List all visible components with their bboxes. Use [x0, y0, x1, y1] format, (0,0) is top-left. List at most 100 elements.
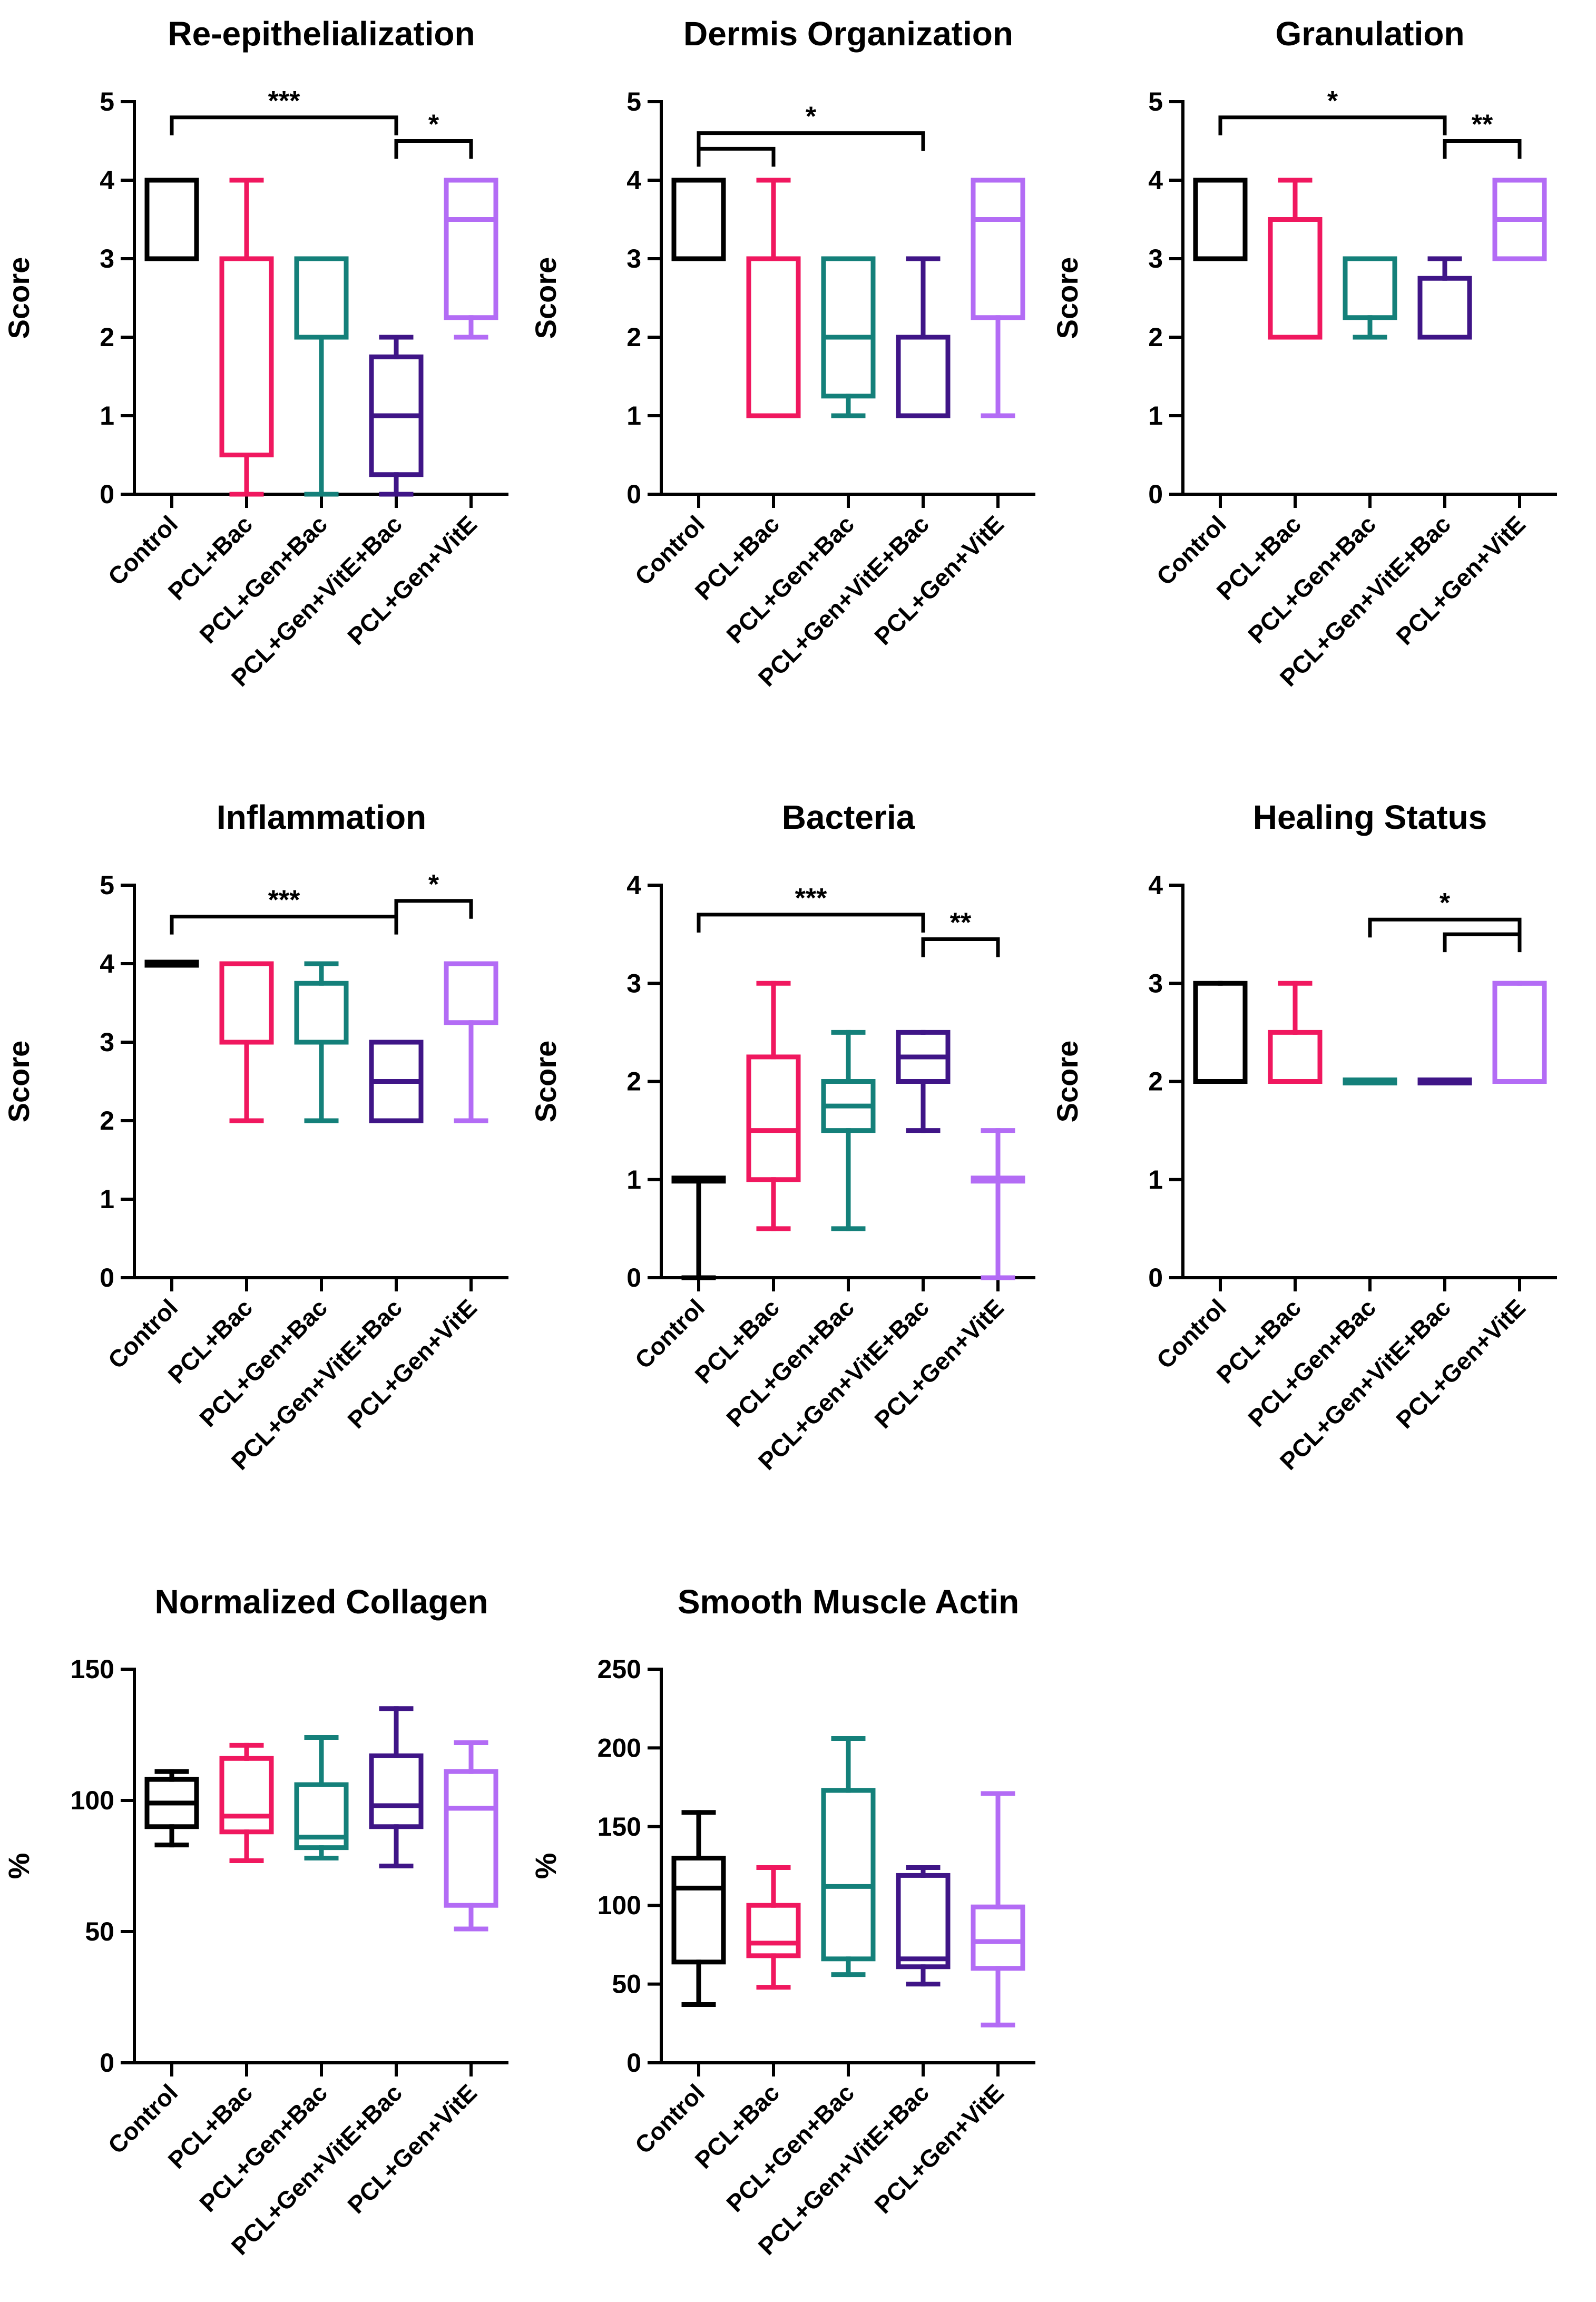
y-tick-label: 3	[1148, 968, 1163, 998]
box-PCL+Gen+VitE+Bac	[369, 1040, 424, 1123]
iqr-box	[671, 178, 726, 261]
box-PCL+Gen+Bac	[294, 1735, 349, 1861]
box-PCL+Bac	[746, 981, 801, 1231]
box-PCL+Gen+VitE	[1492, 981, 1547, 1084]
y-tick-label: 3	[626, 244, 641, 273]
panel-title: Granulation	[1275, 15, 1464, 53]
y-tick-label: 100	[71, 1786, 114, 1815]
box-PCL+Gen+VitE+Bac	[369, 335, 424, 497]
y-axis-label: Score	[1051, 1041, 1084, 1123]
y-tick-label: 4	[1148, 870, 1163, 900]
x-category-label: PCL+Gen+Bac	[194, 1294, 332, 1432]
y-tick-label: 0	[626, 1263, 641, 1292]
y-tick-label: 250	[598, 1654, 641, 1684]
box-PCL+Bac	[219, 178, 274, 497]
significance-label: ***	[268, 885, 300, 916]
y-axis-label: %	[529, 1853, 562, 1879]
box-Control	[671, 1810, 726, 2007]
iqr-box	[294, 981, 349, 1045]
box-PCL+Gen+VitE	[1492, 178, 1547, 261]
boxplot-panel: GranulationScore012345ControlPCL+BacPCL+…	[1051, 15, 1557, 692]
significance-bracket: *	[1368, 888, 1522, 938]
y-tick-label: 0	[1148, 1263, 1163, 1292]
significance-bracket: **	[1443, 110, 1522, 159]
iqr-box	[444, 1769, 498, 1908]
box-PCL+Gen+VitE+Bac	[896, 256, 951, 418]
iqr-box	[746, 1054, 801, 1182]
y-axis-label: %	[2, 1853, 35, 1879]
y-tick-label: 4	[100, 949, 114, 978]
box-PCL+Gen+Bac	[294, 961, 349, 1123]
x-category-label: PCL+Gen+VitE	[869, 510, 1009, 650]
x-category-label: PCL+Gen+Bac	[194, 510, 332, 649]
box-Control	[1193, 981, 1248, 1084]
iqr-box	[219, 961, 274, 1045]
boxplot-panel: BacteriaScore01234ControlPCL+BacPCL+Gen+…	[529, 798, 1035, 1475]
y-tick-label: 0	[100, 2048, 114, 2078]
y-tick-label: 1	[626, 401, 641, 430]
significance-bracket: *	[394, 869, 473, 919]
box-PCL+Gen+VitE+Bac	[896, 1030, 951, 1133]
iqr-box	[294, 256, 349, 340]
box-PCL+Bac	[746, 178, 801, 418]
y-tick-label: 1	[626, 1165, 641, 1194]
y-tick-label: 1	[100, 401, 114, 430]
x-category-label: PCL+Gen+VitE	[1391, 510, 1531, 650]
iqr-box	[821, 256, 876, 399]
box-Control	[144, 178, 199, 261]
iqr-box	[1268, 1030, 1323, 1084]
iqr-box	[1417, 276, 1472, 340]
boxplot-panel: Re-epithelializationScore012345ControlPC…	[2, 15, 508, 692]
y-tick-label: 4	[626, 870, 641, 900]
significance-label: *	[806, 102, 817, 132]
y-tick-label: 2	[100, 322, 114, 352]
significance-label: ***	[268, 86, 300, 116]
box-PCL+Gen+Bac	[1343, 256, 1397, 340]
box-PCL+Bac	[219, 1742, 274, 1864]
significance-bracket: **	[921, 907, 1000, 957]
x-category-label: PCL+Gen+Bac	[721, 2079, 859, 2217]
y-tick-label: 4	[1148, 165, 1163, 195]
significance-bracket: ***	[170, 885, 398, 935]
y-tick-label: 0	[626, 479, 641, 509]
x-category-label: PCL+Gen+VitE	[1391, 1294, 1531, 1434]
box-PCL+Bac	[746, 1865, 801, 1990]
y-axis-label: Score	[529, 257, 562, 339]
x-category-label: PCL+Gen+Bac	[1242, 1294, 1381, 1432]
y-tick-label: 0	[626, 2048, 641, 2078]
y-tick-label: 0	[100, 479, 114, 509]
iqr-box	[821, 1788, 876, 1962]
box-Control	[144, 959, 199, 968]
x-category-label: PCL+Gen+VitE	[869, 2079, 1009, 2219]
box-PCL+Gen+VitE	[444, 961, 498, 1123]
x-category-label: PCL+Gen+VitE	[342, 1294, 482, 1434]
iqr-box	[219, 1756, 274, 1835]
y-tick-label: 0	[100, 1263, 114, 1292]
panel-title: Inflammation	[217, 798, 426, 836]
y-axis-label: Score	[529, 1041, 562, 1123]
box-PCL+Gen+Bac	[1343, 1077, 1397, 1085]
y-tick-label: 4	[626, 165, 641, 195]
y-axis-label: Score	[1051, 257, 1084, 339]
iqr-box	[1268, 217, 1323, 340]
x-category-label: PCL+Gen+Bac	[1242, 510, 1381, 649]
box-Control	[1193, 178, 1248, 261]
box-PCL+Gen+Bac	[821, 1736, 876, 1977]
y-tick-label: 2	[100, 1106, 114, 1135]
significance-bracket: *	[394, 110, 473, 159]
y-tick-label: 100	[598, 1890, 641, 1920]
iqr-box	[1343, 256, 1397, 320]
box-PCL+Gen+VitE	[444, 1740, 498, 1932]
iqr-box	[746, 256, 801, 418]
x-category-label: PCL+Gen+Bac	[721, 1294, 859, 1432]
iqr-box	[369, 1753, 424, 1829]
iqr-box	[1193, 981, 1248, 1084]
y-tick-label: 1	[100, 1184, 114, 1214]
y-tick-label: 5	[626, 87, 641, 116]
iqr-box	[971, 1904, 1025, 1971]
iqr-box	[1492, 981, 1547, 1084]
x-category-label: PCL+Gen+VitE	[869, 1294, 1009, 1434]
y-axis-label: Score	[2, 1041, 35, 1123]
box-PCL+Gen+Bac	[294, 256, 349, 497]
